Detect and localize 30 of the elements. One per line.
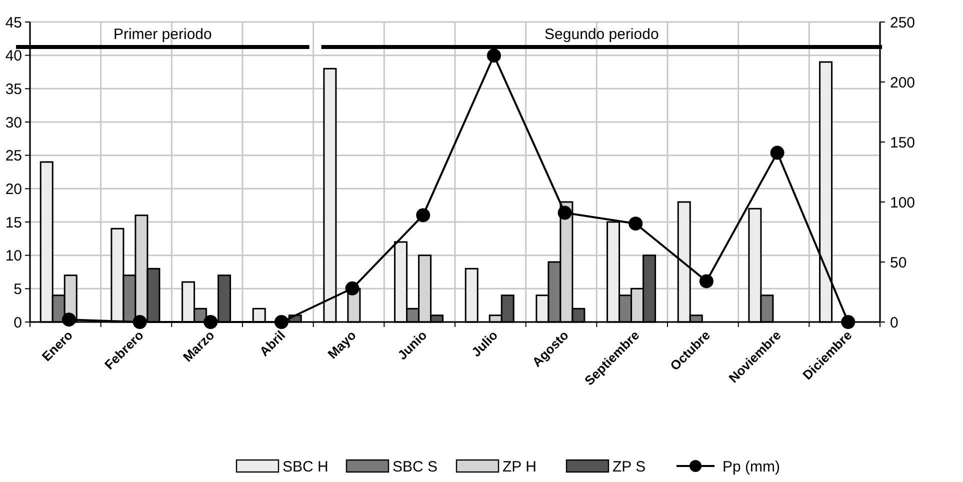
point [345, 281, 360, 296]
point [770, 146, 784, 160]
legend-label: SBC H [282, 458, 328, 476]
y2-tick-label: 100 [890, 194, 916, 212]
y-tick-label: 25 [5, 148, 22, 165]
y2-tick-label: 200 [890, 74, 916, 92]
y-tick-label: 10 [5, 248, 22, 265]
annotation: Primer periodo [113, 26, 212, 43]
legend-label: Pp (mm) [722, 458, 780, 476]
y2-tick-label: 150 [890, 134, 916, 152]
y-tick-label: 15 [5, 214, 22, 232]
y-tick-label: 45 [5, 14, 22, 32]
y2-tick-label: 250 [890, 14, 916, 32]
y-tick-label: 20 [5, 180, 22, 198]
y-tick-label: 40 [5, 48, 22, 65]
legend-label: ZP H [502, 458, 536, 476]
legend-label: ZP S [612, 458, 646, 476]
point [628, 216, 643, 231]
point [486, 48, 501, 63]
y2-tick-label: 50 [890, 254, 907, 272]
point [699, 274, 714, 288]
y-tick-label: 5 [14, 280, 22, 298]
y-tick-label: 35 [5, 80, 22, 98]
y-tick-label: 0 [14, 314, 22, 332]
y2-tick-label: 0 [890, 314, 898, 332]
point [558, 206, 572, 220]
legend-label: SBC S [392, 458, 438, 476]
y-tick-label: 30 [5, 114, 22, 132]
annotation: Segundo periodo [544, 26, 659, 43]
point [416, 208, 430, 222]
